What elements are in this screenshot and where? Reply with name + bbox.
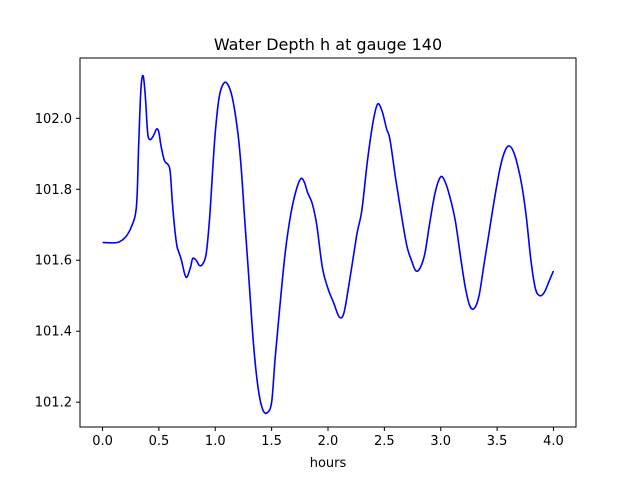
x-tick-label: 4.0 (543, 434, 564, 449)
x-tick-label: 2.5 (374, 434, 395, 449)
chart-title: Water Depth h at gauge 140 (214, 35, 442, 54)
y-tick-label: 101.6 (35, 254, 72, 269)
x-tick-label: 1.5 (261, 434, 282, 449)
plot-area (102, 74, 555, 415)
x-axis-ticks: 0.0 0.5 1.0 1.5 2.0 2.5 3.0 3.5 4.0 (92, 427, 564, 449)
y-tick-label: 101.4 (35, 325, 72, 340)
y-tick-label: 102.0 (35, 112, 72, 127)
x-tick-label: 2.0 (318, 434, 339, 449)
x-tick-label: 1.0 (205, 434, 226, 449)
water-depth-series-line (102, 74, 555, 415)
x-tick-label: 0.5 (149, 434, 170, 449)
y-tick-label: 101.2 (35, 396, 72, 411)
y-tick-label: 101.8 (35, 183, 72, 198)
plot-frame (79, 57, 577, 428)
x-axis-label: hours (310, 456, 347, 471)
x-tick-label: 0.0 (92, 434, 113, 449)
x-tick-label: 3.0 (430, 434, 451, 449)
x-tick-label: 3.5 (487, 434, 508, 449)
y-axis-ticks: 101.2 101.4 101.6 101.8 102.0 (35, 112, 80, 411)
